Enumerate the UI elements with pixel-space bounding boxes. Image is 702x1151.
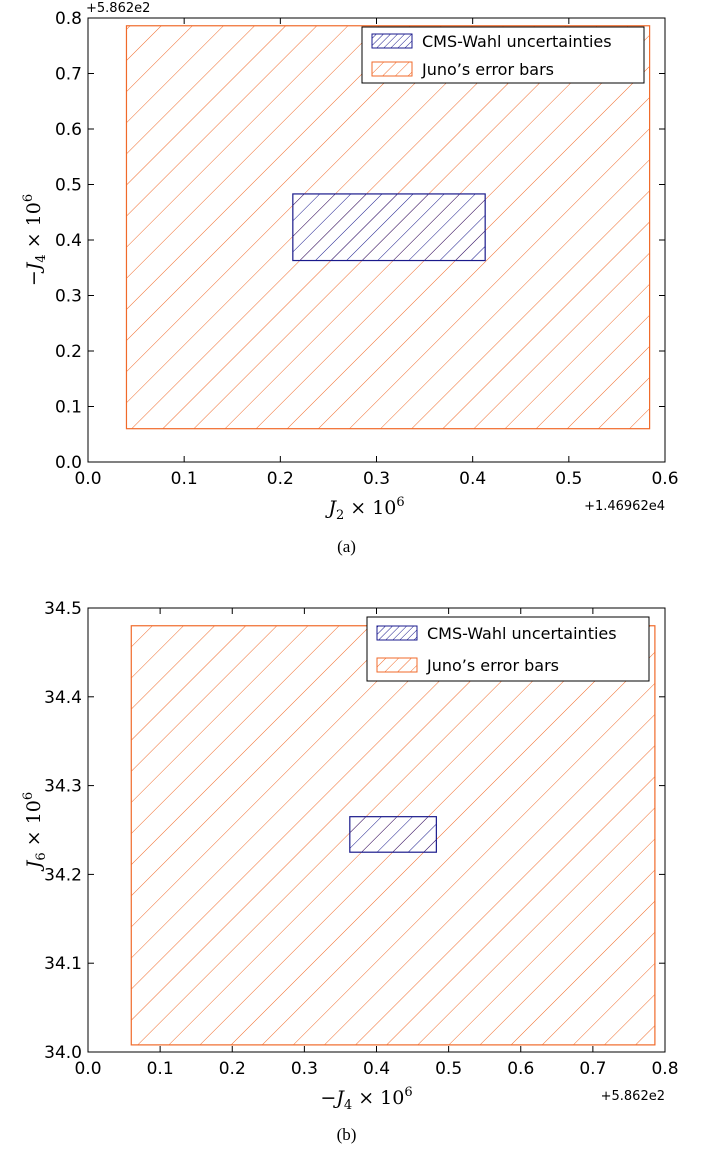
x-tick-label: 0.8: [651, 1059, 678, 1079]
legend: CMS-Wahl uncertainties Juno’s error bars: [361, 26, 645, 84]
x-axis-label: −J4 × 106: [320, 1085, 412, 1113]
y-tick-label: 0.7: [55, 65, 82, 85]
ticks-layer: 0.0 0.1 0.2 0.3 0.4 0.5 0.6 0.7 0.8 34.0 34.1 34.2 3…: [44, 599, 678, 1079]
x-axis-label: J2 × 106: [324, 495, 404, 523]
x-tick-label: 0.5: [555, 469, 582, 489]
legend: CMS-Wahl uncertainties Juno’s error bars: [366, 616, 650, 682]
y-tick-label: 34.2: [44, 865, 82, 885]
y-tick-label: 0.5: [55, 176, 82, 196]
y-tick-label: 0.3: [55, 287, 82, 307]
x-tick-label: 0.3: [291, 1059, 318, 1079]
x-tick-label: 0.5: [435, 1059, 462, 1079]
legend-swatch-juno: [376, 657, 418, 673]
y-tick-label: 0.4: [55, 231, 82, 251]
x-tick-label: 0.1: [147, 1059, 174, 1079]
chart-panel-a: 0.0 0.1 0.2 0.3 0.4 0.5 0.6 0.0 0.1 0.2 0.3 0.4 0.5 0…: [21, 1, 679, 556]
y-offset-label: +5.862e2: [86, 1, 150, 16]
panel-caption: (b): [337, 1125, 357, 1144]
y-tick-label: 34.0: [44, 1043, 82, 1063]
y-tick-label: 0.0: [55, 453, 82, 473]
x-tick-label: 0.6: [507, 1059, 534, 1079]
x-tick-label: 0.4: [363, 1059, 390, 1079]
x-tick-label: 0.0: [74, 1059, 101, 1079]
chart-panel-b: 0.0 0.1 0.2 0.3 0.4 0.5 0.6 0.7 0.8 34.0 34.1 34.2 3…: [21, 599, 679, 1144]
cms-wahl-uncertainty-box: [292, 193, 486, 262]
ticks-layer: 0.0 0.1 0.2 0.3 0.4 0.5 0.6 0.0 0.1 0.2 0.3 0.4 0.5 0…: [55, 9, 679, 489]
y-tick-label: 34.1: [44, 954, 82, 974]
series-layer: [125, 25, 651, 430]
x-offset-label: +5.862e2: [601, 1089, 665, 1104]
legend-swatch-cms-wahl: [371, 33, 413, 49]
y-tick-label: 0.1: [55, 398, 82, 418]
legend-swatch-cms-wahl: [376, 625, 418, 641]
series-layer: [130, 625, 656, 1046]
legend-swatch-juno: [371, 61, 413, 77]
cms-wahl-uncertainty-box: [349, 816, 437, 853]
x-tick-label: 0.3: [363, 469, 390, 489]
x-tick-label: 0.2: [219, 1059, 246, 1079]
panel-caption: (a): [337, 537, 356, 556]
y-tick-label: 34.5: [44, 599, 82, 619]
legend-label-juno: Juno’s error bars: [421, 60, 554, 79]
y-axis-label: −J4 × 106: [21, 194, 49, 286]
y-axis-label: J6 × 106: [21, 792, 49, 872]
y-tick-label: 0.2: [55, 342, 82, 362]
x-tick-label: 0.4: [459, 469, 486, 489]
x-tick-label: 0.2: [267, 469, 294, 489]
x-tick-label: 0.0: [74, 469, 101, 489]
x-offset-label: +1.46962e4: [584, 499, 665, 514]
y-tick-label: 0.8: [55, 9, 82, 29]
y-tick-label: 34.3: [44, 777, 82, 797]
y-tick-label: 34.4: [44, 688, 82, 708]
y-tick-label: 0.6: [55, 120, 82, 140]
legend-label-juno: Juno’s error bars: [426, 656, 559, 675]
x-tick-label: 0.6: [651, 469, 678, 489]
x-tick-label: 0.7: [579, 1059, 606, 1079]
legend-label-cms-wahl: CMS-Wahl uncertainties: [427, 624, 617, 643]
x-tick-label: 0.1: [171, 469, 198, 489]
legend-label-cms-wahl: CMS-Wahl uncertainties: [422, 32, 612, 51]
